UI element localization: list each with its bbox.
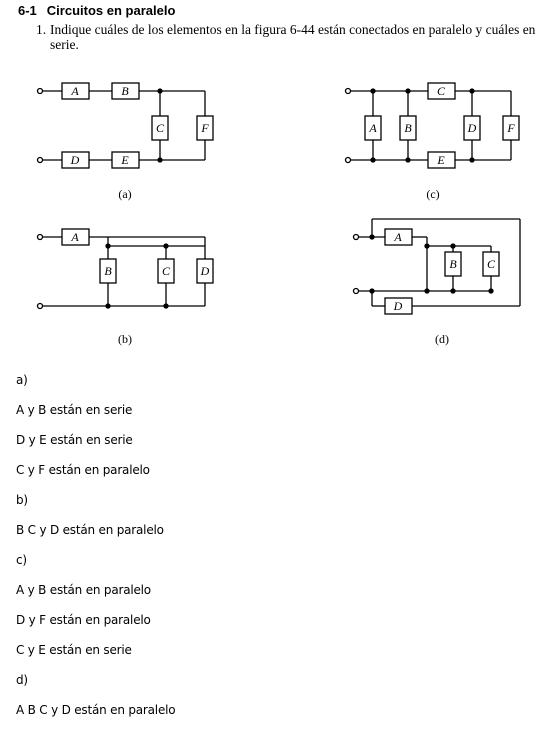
- label-c-C: C: [437, 84, 446, 98]
- label-c-F: F: [506, 121, 515, 135]
- label-b-B: B: [104, 264, 112, 278]
- circuit-d: [352, 218, 521, 315]
- answer-line: C y F están en paralelo: [16, 463, 150, 477]
- label-c-D: D: [467, 121, 477, 135]
- answer-line: b): [16, 493, 28, 507]
- question-number: 1.: [36, 22, 47, 37]
- circuit-a: [36, 82, 214, 169]
- label-a-F: F: [200, 121, 209, 135]
- label-d-D: D: [393, 299, 403, 313]
- caption-c: (c): [426, 187, 439, 201]
- label-d-C: C: [487, 257, 496, 271]
- label-d-A: A: [393, 230, 402, 244]
- question-text: Indique cuáles de los elementos en la fi…: [50, 22, 536, 52]
- answer-line: c): [16, 553, 27, 567]
- circuit-figure: A B C F D E A B C D C A B D F E A B C D …: [36, 82, 521, 346]
- circuit-c: [344, 82, 520, 169]
- section-heading: 6-1 Circuitos en paralelo: [18, 3, 175, 18]
- answer-line: B C y D están en paralelo: [16, 523, 164, 537]
- answer-line: D y E están en serie: [16, 433, 133, 447]
- caption-d: (d): [435, 332, 449, 346]
- label-d-B: B: [449, 257, 457, 271]
- answer-line: A y B están en serie: [16, 403, 133, 417]
- section-number: 6-1: [18, 3, 37, 18]
- label-a-E: E: [120, 153, 129, 167]
- answer-line: d): [16, 673, 28, 687]
- label-b-C: C: [162, 264, 171, 278]
- caption-b: (b): [118, 332, 132, 346]
- circuit-b: [36, 228, 214, 310]
- caption-a: (a): [118, 187, 131, 201]
- answer-line: C y E están en serie: [16, 643, 132, 657]
- label-b-D: D: [200, 264, 210, 278]
- label-a-A: A: [70, 84, 79, 98]
- label-c-A: A: [368, 121, 377, 135]
- answer-line: A B C y D están en paralelo: [16, 703, 176, 717]
- section-title: Circuitos en paralelo: [46, 3, 176, 18]
- question: 1. Indique cuáles de los elementos en la…: [36, 22, 536, 52]
- answer-line: D y F están en paralelo: [16, 613, 151, 627]
- label-c-B: B: [404, 121, 412, 135]
- label-a-B: B: [121, 84, 129, 98]
- answer-line: a): [16, 373, 28, 387]
- label-b-A: A: [70, 230, 79, 244]
- answer-line: A y B están en paralelo: [16, 583, 151, 597]
- label-a-D: D: [70, 153, 80, 167]
- label-c-E: E: [436, 153, 445, 167]
- label-a-C: C: [156, 121, 165, 135]
